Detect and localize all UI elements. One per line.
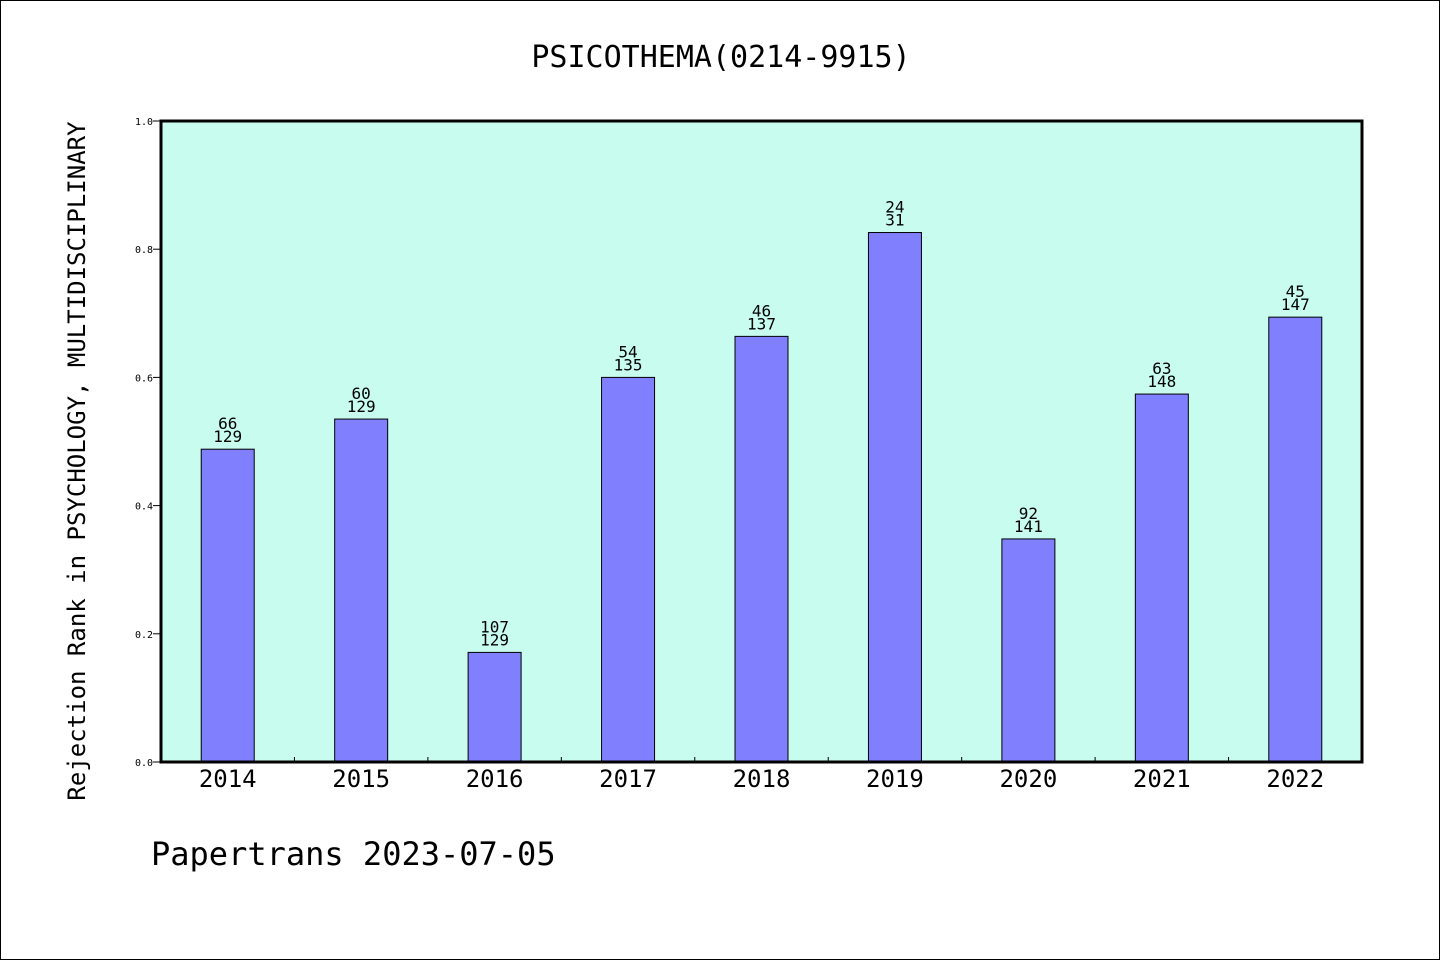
bar-label-top: 92 <box>1019 504 1038 523</box>
bar-label-bottom: 147 <box>1281 295 1310 314</box>
bar-label-top: 107 <box>480 617 509 636</box>
bar-label-top: 54 <box>618 342 637 361</box>
chart-title: PSICOTHEMA(0214-9915) <box>531 40 910 75</box>
bar-2016 <box>467 651 522 763</box>
y-tick-label: 0.2 <box>135 630 153 641</box>
bar-label-bottom: 137 <box>747 314 776 333</box>
bars-group <box>200 232 1323 763</box>
bar-label-bottom: 129 <box>480 630 509 649</box>
y-tick-label: 0.0 <box>135 758 153 769</box>
y-axis-ticks: 0.0 0.2 0.4 0.6 0.8 1.0 <box>135 117 161 769</box>
x-tick-label: 2019 <box>866 765 924 793</box>
bar-label-bottom: 129 <box>347 397 376 416</box>
bar-2019 <box>867 232 922 763</box>
bar-label-bottom: 129 <box>213 427 242 446</box>
bar-label-top: 63 <box>1152 359 1171 378</box>
bar-label-top: 45 <box>1286 282 1305 301</box>
bar-label-bottom: 148 <box>1147 372 1176 391</box>
x-tick-label: 2022 <box>1266 765 1324 793</box>
x-tick-label: 2020 <box>999 765 1057 793</box>
x-tick-label: 2016 <box>466 765 524 793</box>
bar-2018 <box>734 335 789 763</box>
bar-label-bottom: 135 <box>614 355 643 374</box>
bar-2014 <box>200 448 255 763</box>
plot-border <box>159 119 1364 764</box>
x-tick-label: 2021 <box>1133 765 1191 793</box>
bar-labels-group: 6612960129107129541354613724319214163148… <box>213 198 1309 650</box>
x-axis-ticks: 2014 2015 2016 2017 2018 2019 2020 2021 2022 <box>199 757 1324 793</box>
x-tick-label: 2014 <box>199 765 257 793</box>
bar-label-bottom: 141 <box>1014 517 1043 536</box>
bar-label-top: 66 <box>218 414 237 433</box>
y-tick-label: 0.8 <box>135 245 153 256</box>
bar-label-top: 60 <box>352 384 371 403</box>
y-tick-label: 1.0 <box>135 117 153 128</box>
bar-label-top: 46 <box>752 301 771 320</box>
bar-label-top: 24 <box>885 198 904 217</box>
bar-2017 <box>601 376 656 763</box>
footer-text: Papertrans 2023-07-05 <box>151 835 556 873</box>
bar-2022 <box>1268 316 1323 763</box>
y-tick-label: 0.6 <box>135 373 153 384</box>
bar-2015 <box>334 418 389 763</box>
y-tick-label: 0.4 <box>135 502 153 513</box>
y-axis-label: Rejection Rank in PSYCHOLOGY, MULTIDISCI… <box>63 121 91 801</box>
bar-2021 <box>1134 393 1189 763</box>
bar-2020 <box>1001 538 1056 763</box>
x-tick-label: 2015 <box>332 765 390 793</box>
x-tick-label: 2018 <box>733 765 791 793</box>
bar-label-bottom: 31 <box>885 211 904 230</box>
x-tick-label: 2017 <box>599 765 657 793</box>
